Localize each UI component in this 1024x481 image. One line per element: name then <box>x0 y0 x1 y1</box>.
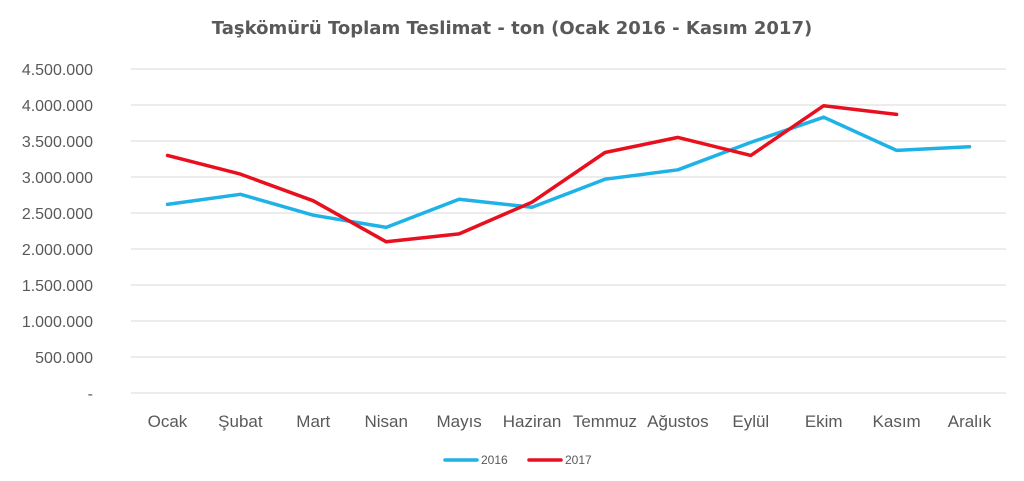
legend-label: 2017 <box>565 453 592 467</box>
series-line-2017 <box>165 103 899 244</box>
y-tick-label: 1.500.000 <box>22 278 93 295</box>
x-tick-label: Aralık <box>948 412 992 431</box>
y-tick-label: 2.000.000 <box>22 242 93 259</box>
y-tick-label: 4.500.000 <box>22 62 93 79</box>
y-axis-ticks: - 500.000 1.000.000 1.500.000 2.000.000 2.500… <box>22 62 93 403</box>
x-tick-label: Şubat <box>218 412 263 431</box>
x-axis-ticks: Ocak Şubat Mart Nisan Mayıs Haziran Temmuz Ağus… <box>148 412 992 431</box>
series-line-2016 <box>165 115 972 230</box>
y-tick-label: 3.000.000 <box>22 170 93 187</box>
x-tick-label: Ağustos <box>647 412 708 431</box>
grid-layer <box>131 68 1006 394</box>
x-tick-label: Kasım <box>873 412 921 431</box>
x-tick-label: Eylül <box>732 412 769 431</box>
x-tick-label: Mart <box>296 412 330 431</box>
series-layer <box>165 103 972 244</box>
legend: 2016 2017 <box>443 453 592 467</box>
y-tick-label: 3.500.000 <box>22 134 93 151</box>
legend-item-2017: 2017 <box>527 453 592 467</box>
legend-item-2016: 2016 <box>443 453 508 467</box>
y-tick-label: 1.000.000 <box>22 314 93 331</box>
x-tick-label: Mayıs <box>436 412 481 431</box>
y-tick-label: 2.500.000 <box>22 206 93 223</box>
x-tick-label: Ekim <box>805 412 843 431</box>
legend-label: 2016 <box>481 453 508 467</box>
chart-title: Taşkömürü Toplam Teslimat - ton (Ocak 20… <box>212 18 812 39</box>
x-tick-label: Temmuz <box>573 412 637 431</box>
x-tick-label: Ocak <box>148 412 188 431</box>
y-tick-label: - <box>88 386 93 403</box>
y-tick-label: 4.000.000 <box>22 98 93 115</box>
x-tick-label: Nisan <box>364 412 407 431</box>
y-tick-label: 500.000 <box>35 350 93 367</box>
x-tick-label: Haziran <box>503 412 562 431</box>
